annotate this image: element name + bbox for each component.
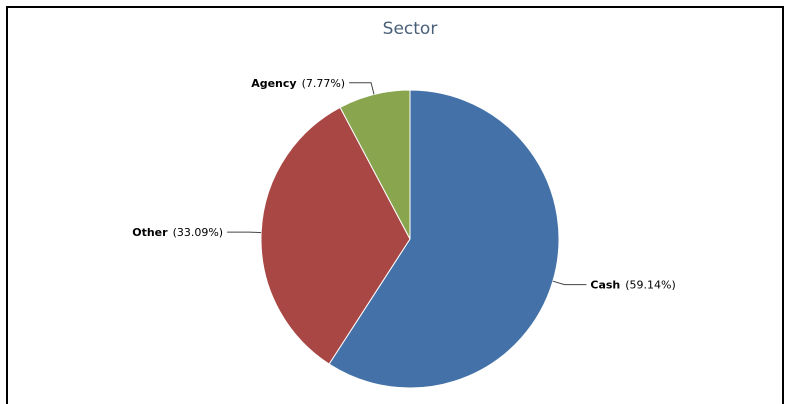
pie-slice-cash [328, 89, 560, 389]
leader-line-other [227, 231, 262, 234]
slice-label-name: Other [132, 226, 168, 239]
chart-title: Sector [383, 19, 438, 39]
slice-label-name: Cash [590, 279, 620, 292]
pie-labels: Cash (59.14%) Other (33.09%) Agency (7.77%) [132, 77, 676, 292]
pie-slices [260, 89, 560, 389]
pie-slice-agency [339, 89, 411, 240]
pie-slice-other [260, 106, 411, 365]
slice-label-other: Other (33.09%) [132, 226, 223, 239]
slice-label-name: Agency [251, 77, 296, 90]
slice-label-percent: (7.77%) [302, 77, 346, 90]
slice-label-agency: Agency (7.77%) [251, 77, 345, 90]
slice-label-percent: (33.09%) [173, 226, 224, 239]
slice-label-percent: (59.14%) [625, 279, 676, 292]
slice-label-cash: Cash (59.14%) [590, 279, 675, 292]
leader-line-agency [349, 82, 375, 95]
leader-line-cash [552, 280, 587, 286]
